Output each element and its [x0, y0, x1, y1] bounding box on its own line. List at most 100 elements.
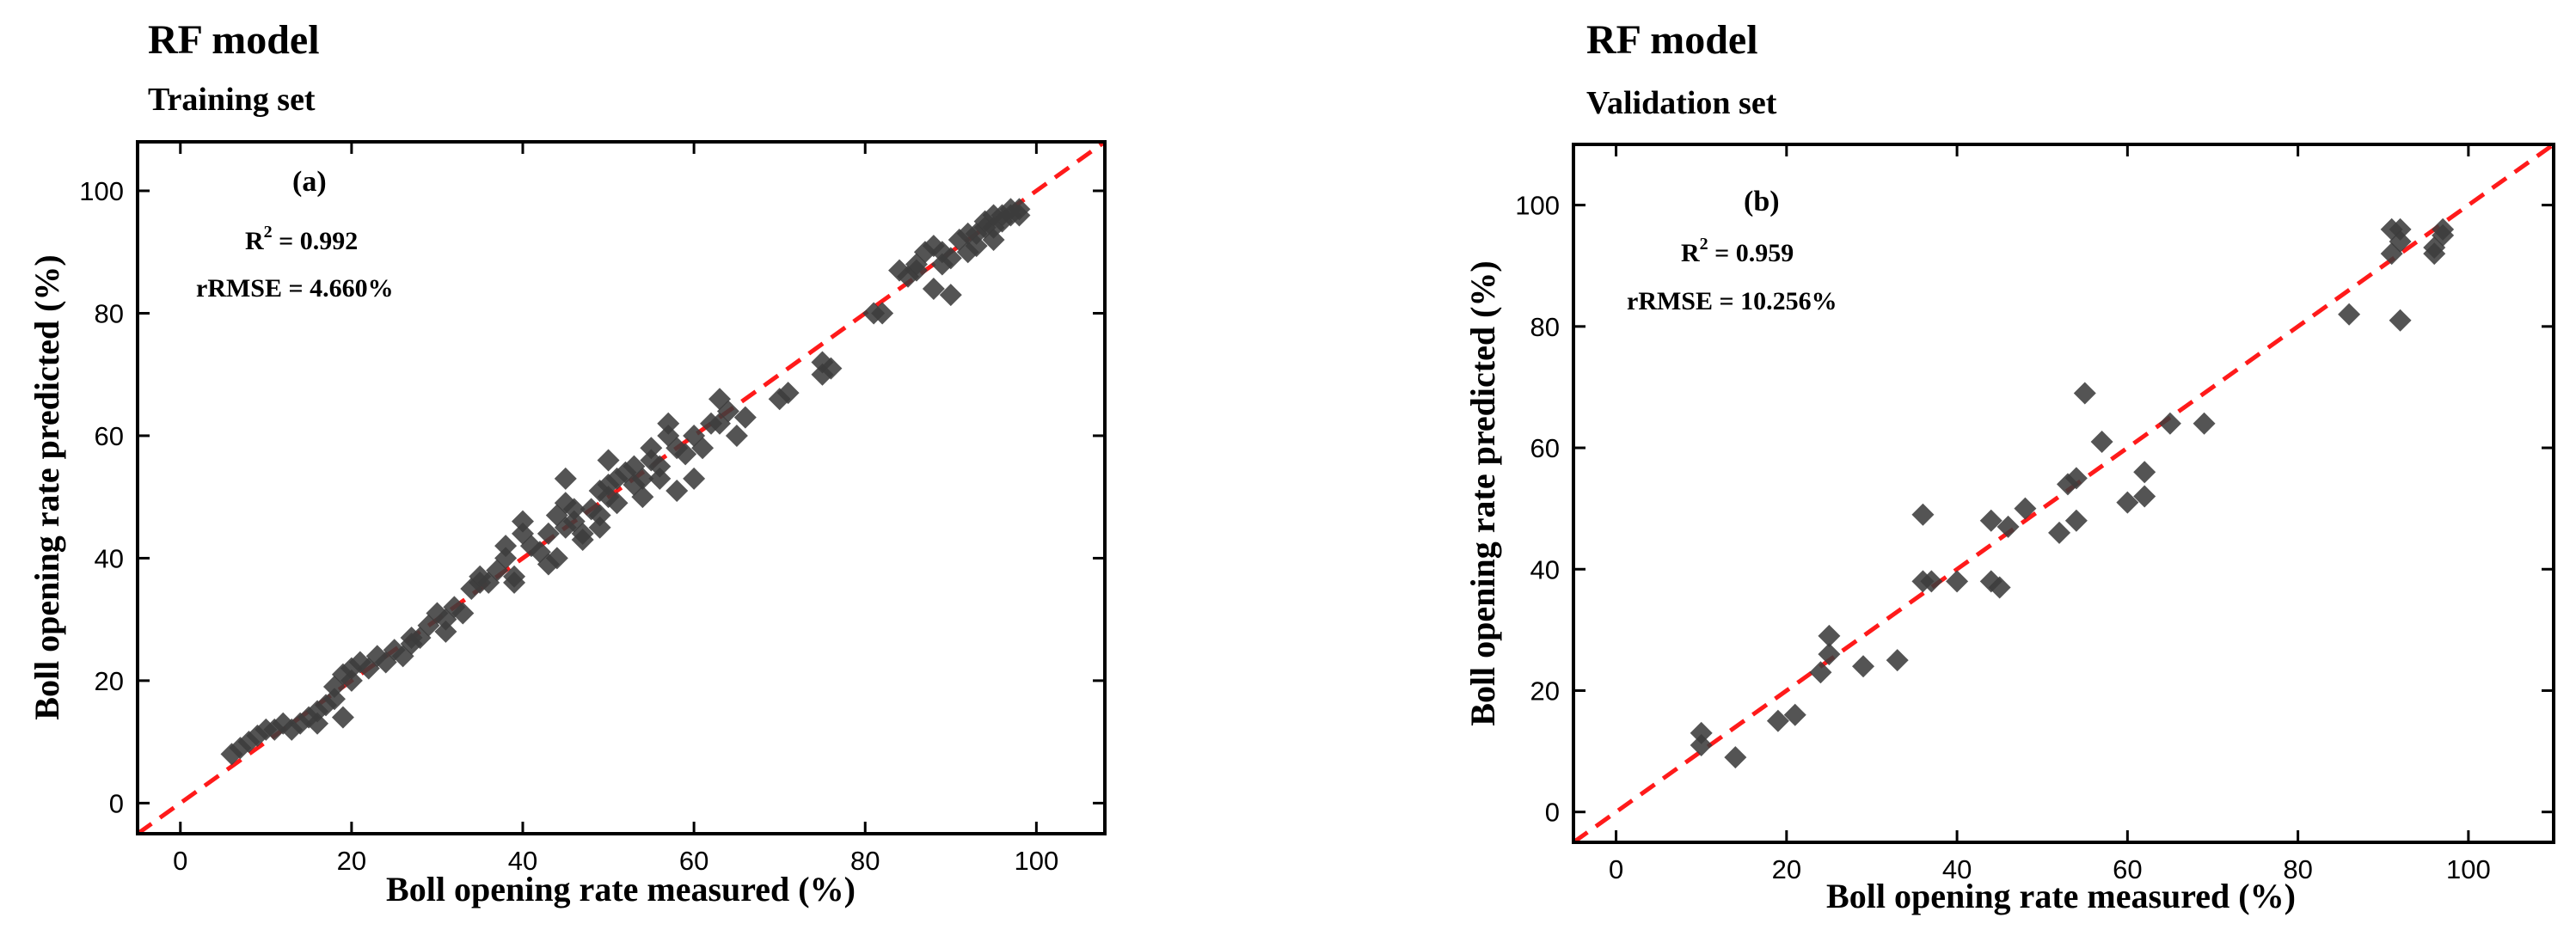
r-squared-annotation: R2 = 0.992	[245, 223, 358, 255]
data-point	[1766, 709, 1789, 732]
data-point	[322, 688, 346, 711]
r-squared-annotation: R2 = 0.959	[1681, 235, 1794, 267]
data-point	[588, 504, 611, 527]
chart-subtitle: Validation set	[1586, 85, 1777, 121]
y-tick-label: 60	[95, 421, 124, 451]
data-point	[2064, 509, 2088, 532]
data-point	[1809, 661, 1832, 684]
data-point	[1818, 643, 1841, 666]
data-point	[1886, 649, 1909, 672]
data-point	[494, 547, 518, 570]
data-point	[691, 437, 715, 460]
y-tick-label: 100	[79, 176, 124, 206]
y-tick-label: 80	[95, 298, 124, 328]
y-axis-label: Boll opening rate predicted (%)	[28, 254, 66, 719]
data-point	[512, 510, 535, 533]
plot-area	[138, 142, 1105, 834]
data-point	[665, 480, 689, 503]
data-point	[1920, 570, 1943, 593]
x-tick-label: 80	[850, 846, 880, 876]
data-point	[683, 467, 706, 490]
data-point	[2432, 217, 2455, 241]
data-point	[1996, 515, 2020, 538]
x-tick-label: 100	[1014, 846, 1058, 876]
data-point	[331, 706, 354, 729]
data-point	[674, 443, 697, 466]
data-point	[631, 467, 654, 490]
data-point	[2014, 497, 2037, 520]
data-point	[2048, 521, 2071, 544]
plot-frame	[1572, 143, 2555, 844]
y-tick-label: 60	[1530, 433, 1560, 463]
data-point	[939, 247, 962, 270]
data-point	[1008, 204, 1031, 227]
data-point	[503, 571, 526, 594]
y-tick-label: 100	[1515, 191, 1560, 221]
data-point	[2073, 382, 2096, 405]
y-tick-label: 0	[1545, 798, 1560, 828]
y-tick-label: 40	[95, 543, 124, 573]
data-point	[905, 253, 928, 276]
plot-frame	[136, 140, 1107, 835]
data-point	[982, 228, 1005, 251]
x-tick-label: 20	[1772, 854, 1801, 884]
chart-title: RF model	[148, 17, 320, 63]
data-point	[605, 492, 629, 515]
x-tick-label: 20	[337, 846, 366, 876]
data-point	[1911, 503, 1935, 526]
data-point	[2193, 412, 2216, 435]
y-axis-label: Boll opening rate predicted (%)	[1463, 260, 1502, 725]
data-point	[1724, 746, 1747, 769]
x-tick-label: 40	[1942, 854, 1972, 884]
data-point	[2338, 303, 2361, 326]
data-point	[2158, 412, 2181, 435]
data-point	[537, 522, 560, 545]
data-point	[306, 712, 329, 735]
data-point	[922, 277, 945, 300]
rrmse-annotation: rRMSE = 4.660%	[196, 274, 394, 303]
data-point	[340, 669, 363, 692]
data-point	[2133, 485, 2156, 508]
data-point	[2133, 461, 2156, 484]
data-point	[2064, 467, 2088, 490]
data-point	[2116, 491, 2139, 514]
y-tick-label: 80	[1530, 312, 1560, 342]
plot-area	[1573, 144, 2554, 842]
chart-subtitle: Training set	[148, 82, 316, 118]
data-point	[631, 486, 654, 509]
data-point	[1818, 624, 1841, 647]
data-point	[648, 455, 672, 478]
data-point	[733, 406, 757, 429]
data-point	[2389, 229, 2412, 253]
y-tick-label: 0	[109, 788, 124, 818]
data-point	[956, 222, 979, 245]
data-point	[776, 382, 800, 405]
data-point	[1690, 721, 1713, 744]
x-tick-label: 60	[2113, 854, 2142, 884]
data-point	[571, 529, 594, 552]
data-point	[1783, 703, 1806, 726]
y-tick-label: 40	[1530, 554, 1560, 584]
data-point	[588, 516, 611, 539]
data-point	[725, 424, 748, 447]
data-point	[2090, 430, 2113, 453]
x-axis-label: Boll opening rate measured (%)	[386, 870, 856, 908]
data-point	[434, 620, 457, 643]
x-tick-label: 40	[508, 846, 537, 876]
data-point	[1988, 576, 2011, 599]
data-point	[597, 449, 620, 472]
panel-label: (b)	[1744, 186, 1780, 217]
data-point	[1946, 570, 1969, 593]
x-tick-label: 0	[173, 846, 187, 876]
x-tick-label: 80	[2283, 854, 2312, 884]
data-point	[2389, 217, 2412, 241]
chart-panel-a: RF model Training set 0 20 40 60 80 100 0 20 40 60 8…	[28, 17, 1107, 908]
data-point	[451, 602, 475, 625]
data-point	[657, 412, 680, 435]
x-tick-label: 0	[1609, 854, 1623, 884]
panel-label: (a)	[292, 166, 327, 198]
data-point	[716, 400, 739, 423]
x-axis-label: Boll opening rate measured (%)	[1826, 877, 2296, 915]
x-tick-label: 60	[679, 846, 708, 876]
